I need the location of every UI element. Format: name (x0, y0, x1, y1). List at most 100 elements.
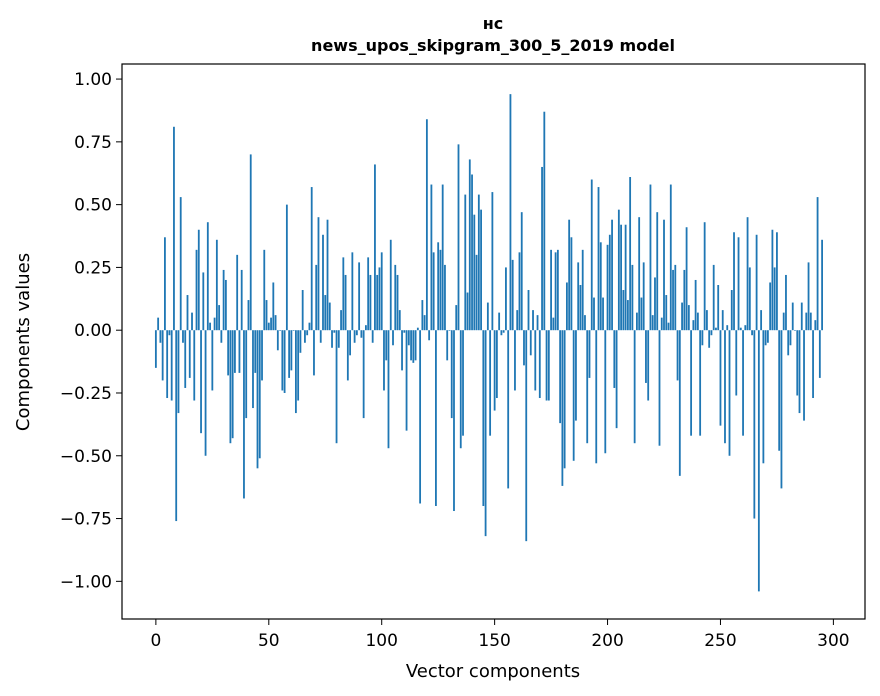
bar-34 (231, 330, 234, 439)
bar-229 (672, 269, 674, 331)
bar-276 (778, 330, 781, 451)
bar-16 (191, 312, 193, 331)
bar-253 (726, 325, 729, 331)
bar-211 (631, 264, 634, 331)
bar-118 (421, 300, 424, 331)
bar-263 (748, 267, 751, 331)
bar-268 (760, 310, 763, 331)
bar-56 (281, 330, 284, 391)
bar-148 (489, 330, 492, 436)
bar-222 (656, 212, 659, 331)
bar-162 (520, 212, 523, 331)
bar-7 (170, 330, 173, 401)
bar-130 (448, 330, 451, 331)
bar-270 (764, 330, 767, 346)
bar-28 (218, 305, 221, 331)
bar-238 (692, 320, 695, 331)
bar-191 (586, 330, 589, 444)
bar-271 (766, 330, 769, 343)
bar-235 (685, 227, 688, 331)
bar-120 (425, 119, 428, 331)
bar-70 (313, 330, 315, 376)
x-tick-label: 100 (365, 631, 397, 651)
bar-252 (724, 330, 726, 444)
bar-225 (663, 219, 665, 331)
bar-279 (785, 274, 787, 331)
y-tick-label: −0.50 (60, 447, 112, 467)
bar-31 (224, 279, 227, 331)
chart-title-line1: нс (483, 14, 504, 33)
bar-175 (550, 249, 552, 331)
bar-192 (588, 330, 591, 378)
bar-23 (206, 222, 209, 331)
bar-180 (561, 330, 564, 486)
bar-57 (283, 330, 286, 393)
bar-233 (681, 302, 683, 331)
bar-125 (437, 242, 440, 331)
y-axis-label: Components values (13, 253, 34, 431)
bar-33 (229, 330, 232, 444)
bar-275 (776, 232, 778, 331)
bar-102 (385, 330, 388, 361)
y-tick-label: 0.00 (74, 321, 112, 341)
bar-264 (751, 330, 753, 336)
bar-207 (622, 290, 625, 331)
plot-frame (121, 63, 866, 620)
bar-185 (572, 330, 575, 461)
x-tick-label: 50 (258, 631, 280, 651)
bar-237 (690, 330, 693, 436)
bar-116 (416, 327, 419, 331)
bar-256 (733, 232, 735, 331)
bar-13 (184, 330, 187, 388)
bar-277 (780, 330, 783, 489)
bar-174 (547, 330, 550, 401)
bar-172 (543, 111, 546, 331)
bar-250 (719, 330, 722, 426)
bar-249 (717, 285, 720, 331)
bar-42 (249, 154, 252, 331)
x-tick-label: 0 (150, 631, 161, 651)
bar-236 (687, 305, 690, 331)
bar-87 (351, 252, 354, 331)
bar-110 (403, 330, 406, 333)
bar-37 (238, 330, 241, 373)
bar-46 (258, 330, 261, 459)
bar-223 (658, 330, 661, 446)
bar-85 (346, 330, 349, 381)
bar-97 (374, 164, 376, 331)
bar-112 (407, 330, 410, 346)
x-tick-label: 250 (704, 631, 736, 651)
bar-255 (730, 290, 733, 331)
x-axis-label: Vector components (406, 661, 580, 682)
bar-109 (401, 330, 403, 371)
bar-265 (753, 330, 756, 519)
bar-161 (518, 252, 521, 331)
bar-135 (459, 330, 462, 449)
bar-126 (439, 249, 442, 331)
bar-243 (703, 222, 706, 331)
bar-72 (317, 217, 320, 331)
bar-88 (353, 330, 356, 343)
bar-139 (468, 159, 471, 331)
bar-91 (360, 330, 363, 338)
bar-196 (597, 187, 600, 331)
bar-188 (579, 285, 582, 331)
bar-96 (371, 330, 374, 343)
bar-281 (789, 330, 792, 346)
bar-137 (464, 194, 467, 331)
bar-124 (435, 330, 437, 506)
bar-198 (602, 297, 604, 331)
bar-80 (335, 330, 338, 444)
bar-287 (803, 330, 805, 421)
bar-282 (791, 302, 794, 331)
bar-242 (701, 330, 704, 346)
bar-262 (746, 217, 749, 331)
bar-40 (245, 330, 248, 419)
bar-294 (818, 330, 821, 378)
bar-64 (299, 330, 302, 353)
bar-77 (328, 302, 331, 331)
bar-163 (523, 330, 525, 366)
bar-114 (412, 330, 415, 363)
bar-140 (471, 174, 473, 331)
